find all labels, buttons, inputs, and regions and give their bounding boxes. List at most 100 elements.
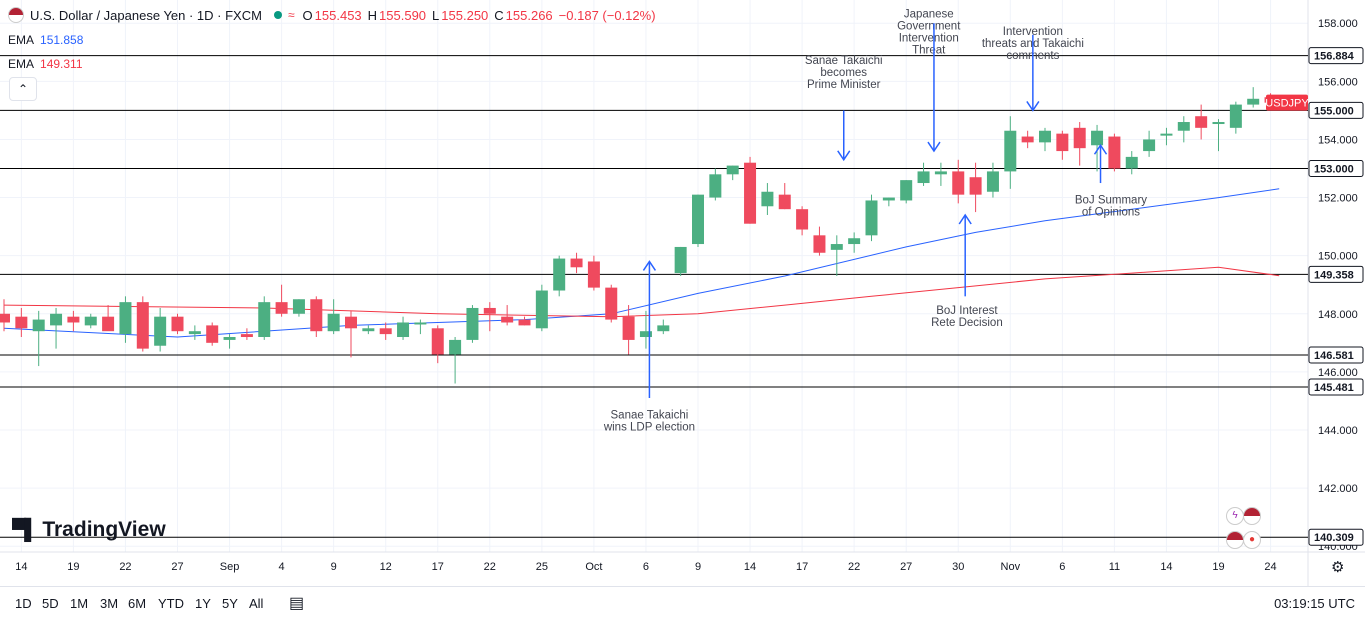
calendar-icon[interactable]: ▤ [289,595,305,612]
candle-up [292,299,305,314]
candle-up [32,319,45,332]
candle-up [1143,139,1156,152]
annotation-text: Threat [912,44,946,56]
level-price-label: 156.884 [1314,51,1355,63]
time-tick-label: 6 [643,561,649,573]
us-flag-icon[interactable] [1243,507,1261,525]
open-value: 155.453 [314,7,362,23]
candle-down [310,299,323,332]
annotation-text: Rete Decision [931,317,1003,329]
ema-1-value: 151.858 [40,33,84,47]
time-tick-label: 19 [67,561,79,573]
range-1y-button[interactable]: 1Y [195,596,211,611]
range-5d-button[interactable]: 5D [42,596,59,611]
tradingview-logo[interactable]: ▀▌ TradingView [12,518,166,542]
ema-1-name: EMA [8,33,35,47]
level-price-label: 155.000 [1314,105,1354,117]
price-tick-label: 142.000 [1318,483,1358,495]
close-value: 155.266 [505,7,553,23]
range-5y-button[interactable]: 5Y [222,596,238,611]
candle-up [362,328,375,332]
market-status-icon[interactable] [273,11,282,19]
us-flag-icon[interactable] [1226,531,1244,549]
price-tick-label: 148.000 [1318,309,1358,321]
time-tick-label: 9 [331,561,337,573]
candle-up [414,322,427,325]
candle-up [830,244,843,250]
annotation-text: Government [897,20,961,32]
price-tick-label: 156.000 [1318,76,1358,88]
level-price-label: 140.309 [1314,532,1354,544]
level-price-label-box [1308,528,1364,546]
ema-indicator-2[interactable]: EMA 149.311 [8,57,83,71]
time-tick-label: 24 [1264,561,1276,573]
logo-text: TradingView [42,518,166,541]
candle-up [900,180,913,201]
range-6m-button[interactable]: 6M [128,596,147,611]
time-tick-label: 27 [171,561,183,573]
level-price-label: 145.481 [1314,382,1354,394]
range-1m-button[interactable]: 1M [70,596,89,611]
annotation-arrowhead [1026,100,1040,112]
symbol-title[interactable]: U.S. Dollar / Japanese Yen · 1D · FXCM [30,7,262,23]
collapse-legend-button[interactable]: ⌃ [9,77,37,101]
candle-down [1195,116,1208,128]
open-label: O [302,7,313,23]
japan-flag-icon[interactable]: ● [1243,531,1261,549]
price-tick-label: 154.000 [1318,134,1358,146]
lightning-icon[interactable]: ϟ [1226,507,1244,525]
price-tick-label: 152.000 [1318,193,1358,205]
annotation-text: Sanae Takaichi [805,55,883,67]
candle-up [119,302,132,335]
annotation-arrowhead [1093,143,1108,155]
utc-clock[interactable]: 03:19:15 UTC [1274,596,1355,611]
candle-down [15,316,28,329]
price-chart[interactable]: 158.000 156.000 154.000 152.000 150.000 148.0… [0,0,1365,586]
settings-gear-icon[interactable]: ⚙ [1331,559,1345,576]
candle-down [952,171,965,195]
annotation-text: of Opinions [1082,206,1140,218]
usd-jpy-flag-icon [8,7,24,23]
candle-down [102,316,115,332]
candle-down [605,287,618,320]
candle-up [466,307,479,340]
ema-indicator-1[interactable]: EMA 151.858 [8,33,83,47]
candle-down [778,194,791,210]
range-ytd-button[interactable]: YTD [158,596,184,611]
price-tick-label: 158.000 [1318,18,1358,30]
candle-up [674,246,687,274]
time-tick-label: 22 [119,561,131,573]
annotation-arrowhead [837,150,851,162]
time-tick-label: 30 [952,561,964,573]
annotation-text: becomes [820,67,867,79]
time-tick-label: 12 [380,561,392,573]
candle-up [154,316,167,346]
low-value: 155.250 [441,7,489,23]
candle-up [657,325,670,332]
candle-up [1125,156,1138,169]
time-tick-label: Sep [220,561,240,573]
range-3m-button[interactable]: 3M [100,596,119,611]
change-value: −0.187 (−0.12%) [558,7,656,23]
time-tick-label: 22 [848,561,860,573]
candle-down [275,302,288,314]
annotation-text: BoJ Summary [1075,194,1147,206]
high-label: H [367,7,378,23]
wave-icon[interactable]: ≈ [287,8,295,22]
time-tick-label: 4 [279,561,285,573]
candle-up [397,322,410,338]
range-all-button[interactable]: All [249,596,264,611]
candle-down [587,261,600,288]
candle-down [67,316,80,323]
candle-down [136,302,149,349]
candle-up [223,337,236,340]
candle-down [518,319,531,326]
close-label: C [494,7,504,23]
candle-up [258,302,271,338]
candle-up [1160,133,1173,136]
annotation-text: BoJ Interest [936,305,998,317]
range-1d-button[interactable]: 1D [15,596,32,611]
candle-up [882,197,895,201]
candle-up [449,339,462,355]
candle-down [379,328,392,335]
